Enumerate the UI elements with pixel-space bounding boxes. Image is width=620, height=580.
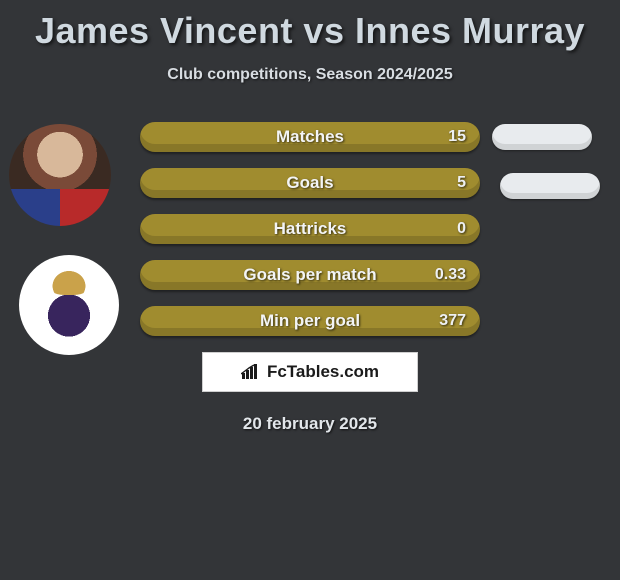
club-crest-icon	[25, 261, 113, 349]
stat-bars: Matches 15 Goals 5 Hattricks 0 Goals per…	[140, 122, 480, 352]
page-subtitle: Club competitions, Season 2024/2025	[0, 66, 620, 84]
bar-chart-icon	[241, 364, 261, 380]
bar-label: Goals per match	[140, 265, 480, 285]
bar-goals-per-match: Goals per match 0.33	[140, 260, 480, 290]
brand-text: FcTables.com	[267, 362, 379, 382]
player2-avatar	[19, 255, 119, 355]
bar-hattricks: Hattricks 0	[140, 214, 480, 244]
bar-value: 0.33	[435, 266, 466, 284]
comparison-pill-matches	[492, 124, 592, 150]
bar-value: 0	[457, 220, 466, 238]
page-title: James Vincent vs Innes Murray	[0, 0, 620, 52]
player1-avatar	[9, 124, 111, 226]
bar-value: 15	[448, 128, 466, 146]
brand-link[interactable]: FcTables.com	[202, 352, 418, 392]
bar-label: Goals	[140, 173, 480, 193]
bar-label: Matches	[140, 127, 480, 147]
bar-label: Min per goal	[140, 311, 480, 331]
bar-goals: Goals 5	[140, 168, 480, 198]
bar-min-per-goal: Min per goal 377	[140, 306, 480, 336]
bar-value: 377	[439, 312, 466, 330]
bar-value: 5	[457, 174, 466, 192]
comparison-pill-goals	[500, 173, 600, 199]
bar-label: Hattricks	[140, 219, 480, 239]
bar-matches: Matches 15	[140, 122, 480, 152]
footer-date: 20 february 2025	[0, 414, 620, 434]
